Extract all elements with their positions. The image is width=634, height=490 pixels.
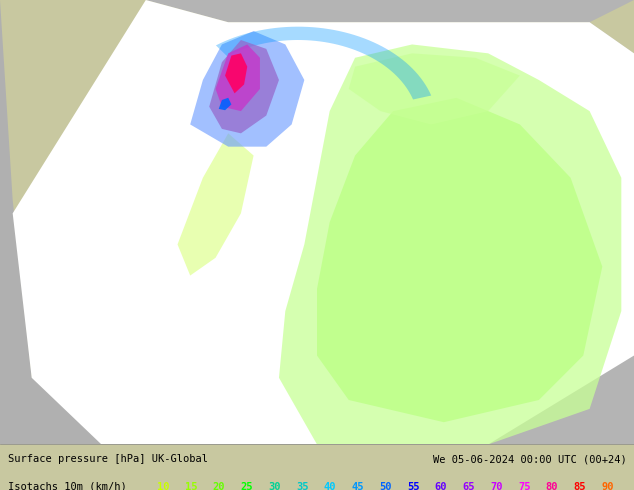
Text: 85: 85 — [573, 482, 586, 490]
Text: 55: 55 — [407, 482, 420, 490]
Text: 30: 30 — [268, 482, 281, 490]
Text: 70: 70 — [490, 482, 503, 490]
Text: 40: 40 — [324, 482, 336, 490]
Text: 35: 35 — [296, 482, 309, 490]
Text: 50: 50 — [379, 482, 392, 490]
Polygon shape — [317, 98, 602, 422]
Text: Isotachs 10m (km/h): Isotachs 10m (km/h) — [8, 482, 126, 490]
Polygon shape — [190, 31, 304, 147]
Polygon shape — [590, 0, 634, 444]
Text: 45: 45 — [351, 482, 364, 490]
Polygon shape — [216, 45, 260, 111]
Polygon shape — [0, 133, 146, 444]
Text: 90: 90 — [601, 482, 614, 490]
Text: Surface pressure [hPa] UK-Global: Surface pressure [hPa] UK-Global — [8, 454, 207, 465]
Text: 65: 65 — [462, 482, 475, 490]
Polygon shape — [279, 45, 621, 444]
Polygon shape — [488, 53, 634, 444]
Polygon shape — [209, 40, 279, 133]
Text: 10: 10 — [157, 482, 170, 490]
Polygon shape — [178, 133, 254, 275]
Text: 60: 60 — [435, 482, 447, 490]
Text: 15: 15 — [185, 482, 197, 490]
Text: We 05-06-2024 00:00 UTC (00+24): We 05-06-2024 00:00 UTC (00+24) — [432, 454, 626, 465]
Polygon shape — [225, 53, 247, 93]
Polygon shape — [0, 0, 634, 53]
Polygon shape — [349, 53, 520, 124]
Text: 25: 25 — [240, 482, 253, 490]
Text: 80: 80 — [546, 482, 558, 490]
Polygon shape — [216, 26, 431, 99]
Text: 75: 75 — [518, 482, 531, 490]
Polygon shape — [0, 0, 139, 444]
Polygon shape — [13, 0, 634, 444]
Text: 20: 20 — [213, 482, 225, 490]
Polygon shape — [219, 98, 231, 110]
